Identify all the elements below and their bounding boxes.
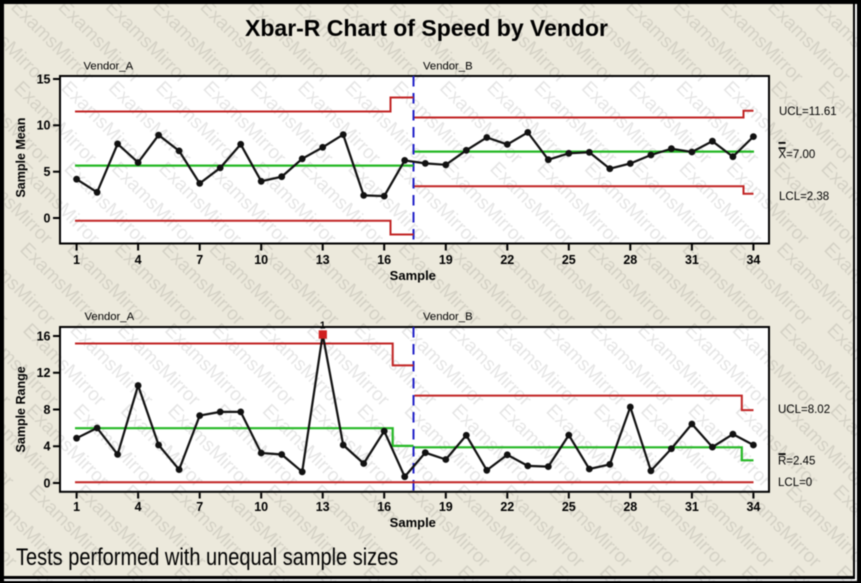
svg-text:28: 28 [623, 253, 637, 267]
svg-text:16: 16 [37, 329, 51, 343]
svg-text:10: 10 [254, 500, 268, 514]
svg-text:0: 0 [44, 476, 51, 490]
svg-text:X=7.00: X=7.00 [779, 149, 816, 161]
svg-text:22: 22 [500, 500, 514, 514]
svg-text:34: 34 [746, 500, 760, 514]
svg-text:25: 25 [562, 253, 576, 267]
svg-text:25: 25 [562, 500, 576, 514]
svg-text:16: 16 [377, 500, 391, 514]
svg-text:1: 1 [320, 321, 326, 332]
svg-text:16: 16 [377, 253, 391, 267]
svg-text:UCL=8.02: UCL=8.02 [778, 404, 830, 416]
svg-text:Vendor_A: Vendor_A [85, 311, 135, 323]
svg-text:1: 1 [73, 500, 80, 514]
svg-text:Sample: Sample [390, 515, 436, 530]
svg-text:28: 28 [623, 500, 637, 514]
svg-text:UCL=11.61: UCL=11.61 [779, 106, 837, 118]
svg-text:12: 12 [37, 366, 51, 380]
svg-text:Sample Range: Sample Range [14, 366, 28, 452]
svg-text:LCL=2.38: LCL=2.38 [779, 191, 829, 203]
svg-text:1: 1 [73, 253, 80, 267]
svg-text:4: 4 [44, 440, 51, 454]
svg-text:15: 15 [37, 72, 51, 86]
svg-text:31: 31 [685, 253, 699, 267]
svg-text:7: 7 [196, 500, 203, 514]
svg-text:R=2.45: R=2.45 [778, 455, 815, 467]
svg-text:5: 5 [44, 165, 51, 179]
svg-text:34: 34 [746, 253, 760, 267]
svg-text:7: 7 [196, 253, 203, 267]
svg-text:19: 19 [439, 253, 453, 267]
svg-text:8: 8 [44, 403, 51, 417]
svg-text:Sample: Sample [390, 268, 436, 283]
svg-text:4: 4 [135, 253, 142, 267]
svg-text:Vendor_B: Vendor_B [423, 60, 473, 72]
svg-text:10: 10 [37, 119, 51, 133]
svg-text:22: 22 [500, 253, 514, 267]
svg-text:31: 31 [685, 500, 699, 514]
svg-text:LCL=0: LCL=0 [778, 477, 812, 489]
svg-text:Vendor_B: Vendor_B [423, 311, 473, 323]
svg-text:10: 10 [254, 253, 268, 267]
svg-text:4: 4 [135, 500, 142, 514]
svg-text:19: 19 [439, 500, 453, 514]
svg-text:13: 13 [316, 253, 330, 267]
svg-text:0: 0 [44, 211, 51, 225]
svg-text:Sample Mean: Sample Mean [14, 118, 28, 198]
svg-text:Vendor_A: Vendor_A [84, 60, 134, 72]
svg-text:13: 13 [316, 500, 330, 514]
